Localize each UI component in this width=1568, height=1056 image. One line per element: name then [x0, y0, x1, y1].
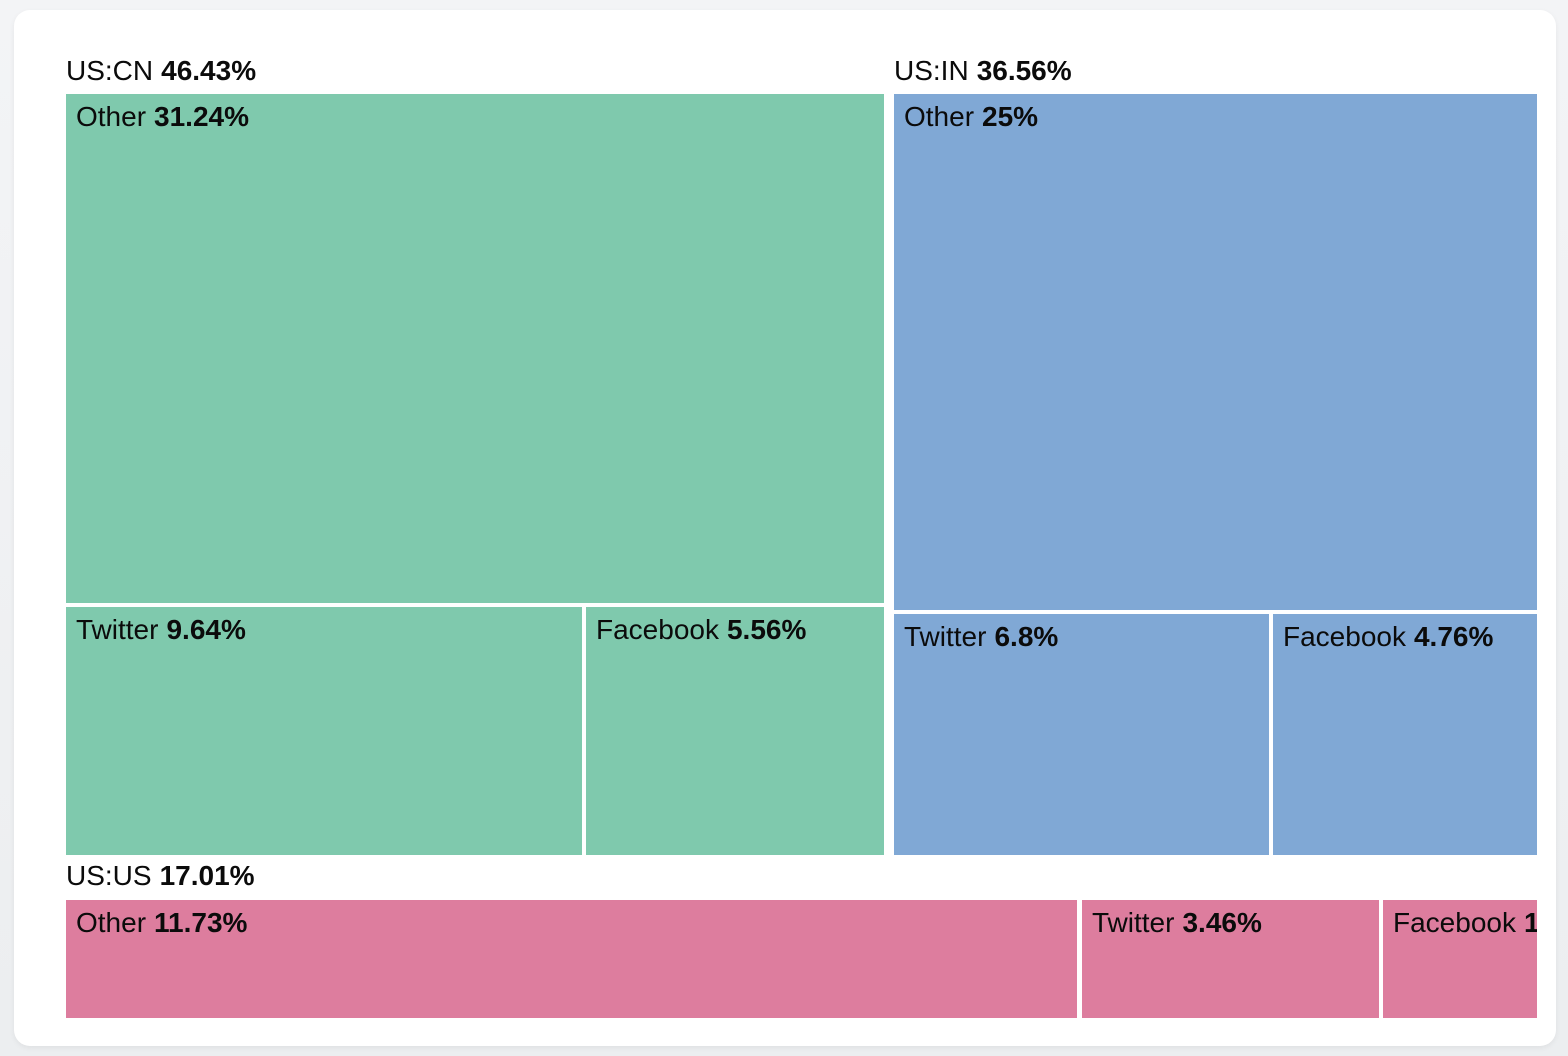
- group-label: US:CN: [66, 55, 154, 86]
- tile-us-cn-facebook[interactable]: Facebook 5.56%: [586, 607, 884, 855]
- tile-value: 9.64%: [166, 614, 246, 645]
- tile-value: 6.8%: [994, 621, 1059, 652]
- tile-label: Twitter 6.8%: [904, 619, 1259, 655]
- tile-value: 5.56%: [726, 614, 807, 645]
- tile-value: 11.73%: [154, 907, 248, 938]
- tile-value: 25%: [982, 101, 1039, 132]
- tile-category: Other: [76, 907, 147, 938]
- group-value: 46.43%: [161, 55, 257, 86]
- tile-us-in-other[interactable]: Other 25%: [894, 94, 1537, 610]
- tile-category: Other: [76, 101, 147, 132]
- tile-value: 3.46%: [1182, 907, 1262, 938]
- tile-label: Facebook 1.81%: [1393, 905, 1537, 941]
- group-label: US:US: [66, 860, 152, 891]
- tile-label: Facebook 5.56%: [596, 612, 874, 648]
- tile-us-in-twitter[interactable]: Twitter 6.8%: [894, 614, 1269, 855]
- tile-category: Facebook: [1283, 621, 1406, 652]
- tile-label: Facebook 4.76%: [1283, 619, 1527, 655]
- tile-us-cn-other[interactable]: Other 31.24%: [66, 94, 884, 603]
- group-header-us-cn: US:CN 46.43%: [66, 54, 256, 88]
- tile-category: Facebook: [596, 614, 719, 645]
- tile-category: Other: [904, 101, 975, 132]
- tile-us-in-facebook[interactable]: Facebook 4.76%: [1273, 614, 1537, 855]
- tile-value: 4.76%: [1413, 621, 1494, 652]
- tile-label: Other 25%: [904, 99, 1527, 135]
- tile-label: Twitter 3.46%: [1092, 905, 1369, 941]
- tile-category: Twitter: [76, 614, 159, 645]
- tile-us-cn-twitter[interactable]: Twitter 9.64%: [66, 607, 582, 855]
- group-header-us-in: US:IN 36.56%: [894, 54, 1072, 88]
- tile-us-us-other[interactable]: Other 11.73%: [66, 900, 1077, 1018]
- group-value: 17.01%: [159, 860, 255, 891]
- tile-category: Twitter: [1092, 907, 1175, 938]
- tile-category: Twitter: [904, 621, 987, 652]
- group-header-us-us: US:US 17.01%: [66, 859, 255, 893]
- tile-label: Twitter 9.64%: [76, 612, 572, 648]
- tile-value: 31.24%: [154, 101, 249, 132]
- group-label: US:IN: [894, 55, 969, 86]
- tile-category: Facebook: [1393, 907, 1516, 938]
- tile-us-us-facebook[interactable]: Facebook 1.81%: [1383, 900, 1537, 1018]
- tile-us-us-twitter[interactable]: Twitter 3.46%: [1082, 900, 1379, 1018]
- tile-value: 1.81%: [1523, 907, 1537, 938]
- group-value: 36.56%: [976, 55, 1072, 86]
- treemap-card: US:CN 46.43% Other 31.24% Twitter 9.64% Fac…: [14, 10, 1556, 1046]
- tile-label: Other 11.73%: [76, 905, 1067, 941]
- tile-label: Other 31.24%: [76, 99, 874, 135]
